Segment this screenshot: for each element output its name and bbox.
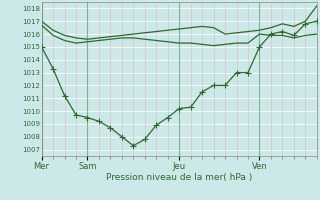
X-axis label: Pression niveau de la mer( hPa ): Pression niveau de la mer( hPa ): [106, 173, 252, 182]
